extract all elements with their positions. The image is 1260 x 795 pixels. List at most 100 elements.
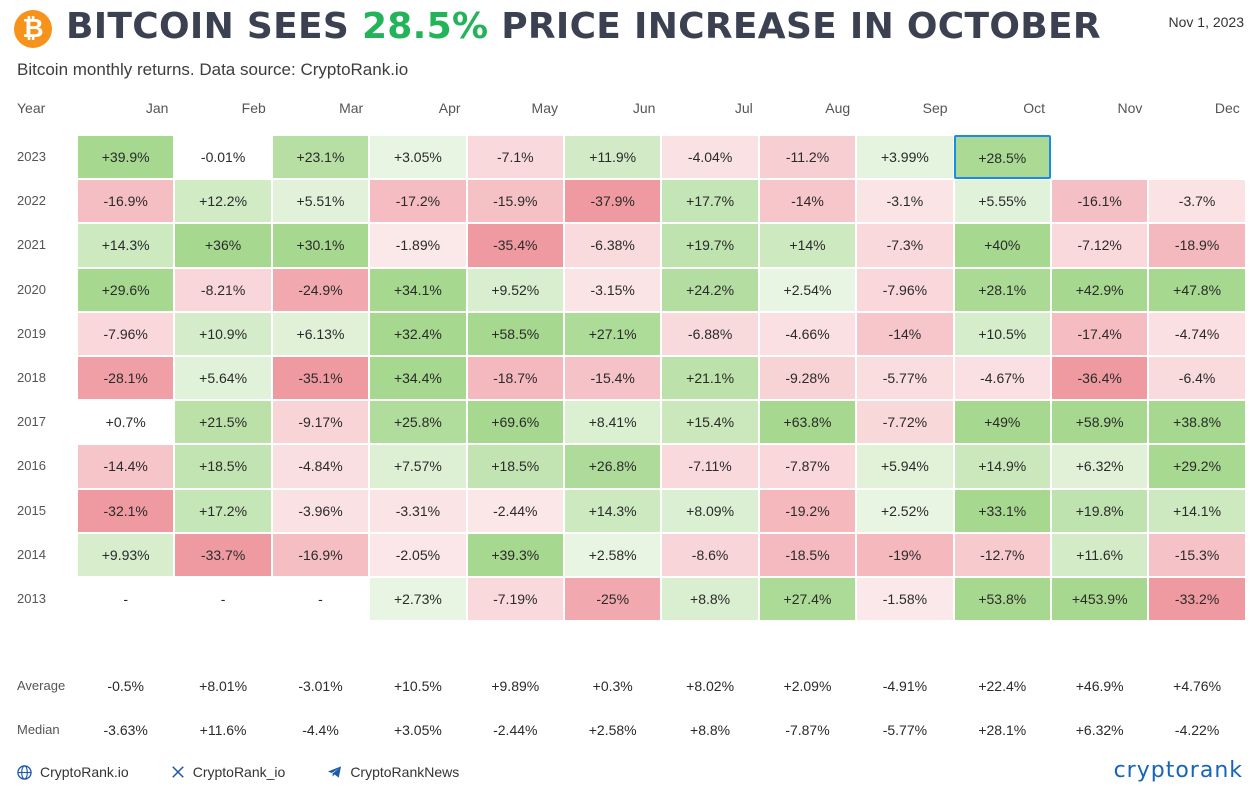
- column-header-year: Year: [17, 100, 46, 116]
- heatmap-cell: +8.09%: [661, 488, 759, 533]
- heatmap-cell: -24.9%: [271, 267, 370, 312]
- column-header-month: Sep: [922, 100, 948, 116]
- heatmap-cell: +14.1%: [1148, 488, 1246, 533]
- heatmap-cell: +36%: [174, 223, 272, 268]
- heatmap-cell: -35.1%: [271, 356, 370, 401]
- heatmap-cell: -3.1%: [856, 179, 954, 224]
- subtitle: Bitcoin monthly returns. Data source: Cr…: [17, 60, 409, 79]
- column-header-month: Jan: [145, 100, 169, 116]
- heatmap-cell: +6.13%: [271, 311, 370, 356]
- heatmap-cell: +5.51%: [271, 179, 370, 224]
- heatmap-cell: -14%: [856, 311, 954, 356]
- heatmap-cell: +14.9%: [953, 444, 1051, 489]
- summary-value: +10.5%: [393, 678, 442, 694]
- heatmap-cell: -: [77, 577, 175, 622]
- heatmap-cell: -4.74%: [1148, 311, 1246, 356]
- cryptorank-brand-logo: cryptorank: [1113, 758, 1243, 783]
- row-header-year: 2013: [17, 591, 46, 606]
- heatmap-cell: -25%: [564, 577, 662, 622]
- footer-links: CryptoRank.io CryptoRank_io CryptoRankNe…: [17, 764, 501, 780]
- heatmap-cell: +8.8%: [661, 577, 759, 622]
- heatmap-cell: +14.3%: [77, 223, 175, 268]
- heatmap-cell: +8.41%: [564, 400, 662, 445]
- column-header-month: Jun: [632, 100, 656, 116]
- title-highlight: 28.5%: [361, 6, 489, 47]
- heatmap-cell: +3.05%: [369, 135, 467, 180]
- heatmap-cell: -: [271, 577, 370, 622]
- heatmap-cell: +17.7%: [661, 179, 759, 224]
- heatmap-cell: +11.9%: [564, 135, 662, 180]
- heatmap-cell: -37.9%: [564, 179, 662, 224]
- summary-value: +2.09%: [783, 678, 832, 694]
- heatmap-cell: +34.1%: [369, 267, 467, 312]
- heatmap-cell: +9.52%: [466, 267, 564, 312]
- footer-link-telegram[interactable]: CryptoRankNews: [327, 764, 459, 780]
- summary-value: -3.63%: [103, 722, 148, 738]
- heatmap-cell: +11.6%: [1051, 532, 1149, 577]
- footer-link-website[interactable]: CryptoRank.io: [17, 764, 129, 780]
- heatmap-cell: +2.73%: [369, 577, 467, 622]
- heatmap-cell: +5.64%: [174, 356, 272, 401]
- heatmap-cell: +29.6%: [77, 267, 175, 312]
- footer-link-x[interactable]: CryptoRank_io: [171, 764, 285, 780]
- heatmap-cell: -16.1%: [1051, 179, 1149, 224]
- heatmap-cell: +2.54%: [758, 267, 857, 312]
- heatmap-cell: +18.5%: [174, 444, 272, 489]
- heatmap-cell: -36.4%: [1051, 356, 1149, 401]
- heatmap-cell: -19.2%: [758, 488, 857, 533]
- heatmap-cell: +53.8%: [953, 577, 1051, 622]
- telegram-icon: [327, 765, 342, 779]
- summary-label: Median: [17, 722, 60, 737]
- summary-value: -0.5%: [107, 678, 144, 694]
- row-header-year: 2015: [17, 502, 46, 518]
- column-header-month: Mar: [339, 100, 364, 116]
- page-title: BITCOIN SEES 28.5% PRICE INCREASE IN OCT…: [66, 4, 1101, 50]
- heatmap-cell: +24.2%: [661, 267, 759, 312]
- summary-value: +8.8%: [690, 722, 731, 738]
- heatmap-cell: +17.2%: [174, 488, 272, 533]
- heatmap-cell: +10.9%: [174, 311, 272, 356]
- heatmap-cell: -17.2%: [369, 179, 467, 224]
- title-prefix: BITCOIN SEES: [66, 6, 362, 47]
- heatmap-cell: +38.8%: [1148, 400, 1246, 445]
- heatmap-cell: -2.05%: [369, 532, 467, 577]
- heatmap-cell: -4.84%: [271, 444, 370, 489]
- summary-value: +46.9%: [1075, 678, 1124, 694]
- heatmap-cell: -7.72%: [856, 400, 954, 445]
- x-icon: [171, 765, 185, 779]
- heatmap-cell: -3.7%: [1148, 179, 1246, 224]
- heatmap-cell: -3.31%: [369, 488, 467, 533]
- heatmap-cell: -15.4%: [564, 356, 662, 401]
- summary-value: -7.87%: [785, 722, 830, 738]
- heatmap-cell: +14.3%: [564, 488, 662, 533]
- summary-value: -3.01%: [298, 678, 343, 694]
- heatmap-cell: -4.04%: [661, 135, 759, 180]
- heatmap-cell: -18.9%: [1148, 223, 1246, 268]
- heatmap-cell: -9.17%: [271, 400, 370, 445]
- heatmap-cell: -35.4%: [466, 223, 564, 268]
- column-header-month: Dec: [1214, 100, 1240, 116]
- heatmap-cell: +14%: [758, 223, 857, 268]
- heatmap-cell: +0.7%: [77, 400, 175, 445]
- heatmap-cell: -28.1%: [77, 356, 175, 401]
- heatmap-cell: -: [174, 577, 272, 622]
- heatmap-cell: -15.3%: [1148, 532, 1246, 577]
- column-header-month: Apr: [438, 100, 461, 116]
- heatmap-cell: +21.5%: [174, 400, 272, 445]
- heatmap-cell: -14%: [758, 179, 857, 224]
- summary-value: +6.32%: [1075, 722, 1124, 738]
- heatmap-cell: -6.4%: [1148, 356, 1246, 401]
- summary-value: +0.3%: [592, 678, 633, 694]
- heatmap-cell: -3.96%: [271, 488, 370, 533]
- summary-value: +8.01%: [199, 678, 248, 694]
- heatmap-cell: +39.3%: [466, 532, 564, 577]
- heatmap-cell: +10.5%: [953, 311, 1051, 356]
- footer-link-label: CryptoRankNews: [350, 764, 460, 780]
- summary-value: +2.58%: [588, 722, 637, 738]
- bitcoin-logo-icon: ₿: [14, 10, 52, 48]
- heatmap-cell: -15.9%: [466, 179, 564, 224]
- heatmap-cell: -7.96%: [856, 267, 954, 312]
- heatmap-cell: -14.4%: [77, 444, 175, 489]
- row-header-year: 2020: [17, 281, 46, 297]
- summary-value: -5.77%: [882, 722, 928, 738]
